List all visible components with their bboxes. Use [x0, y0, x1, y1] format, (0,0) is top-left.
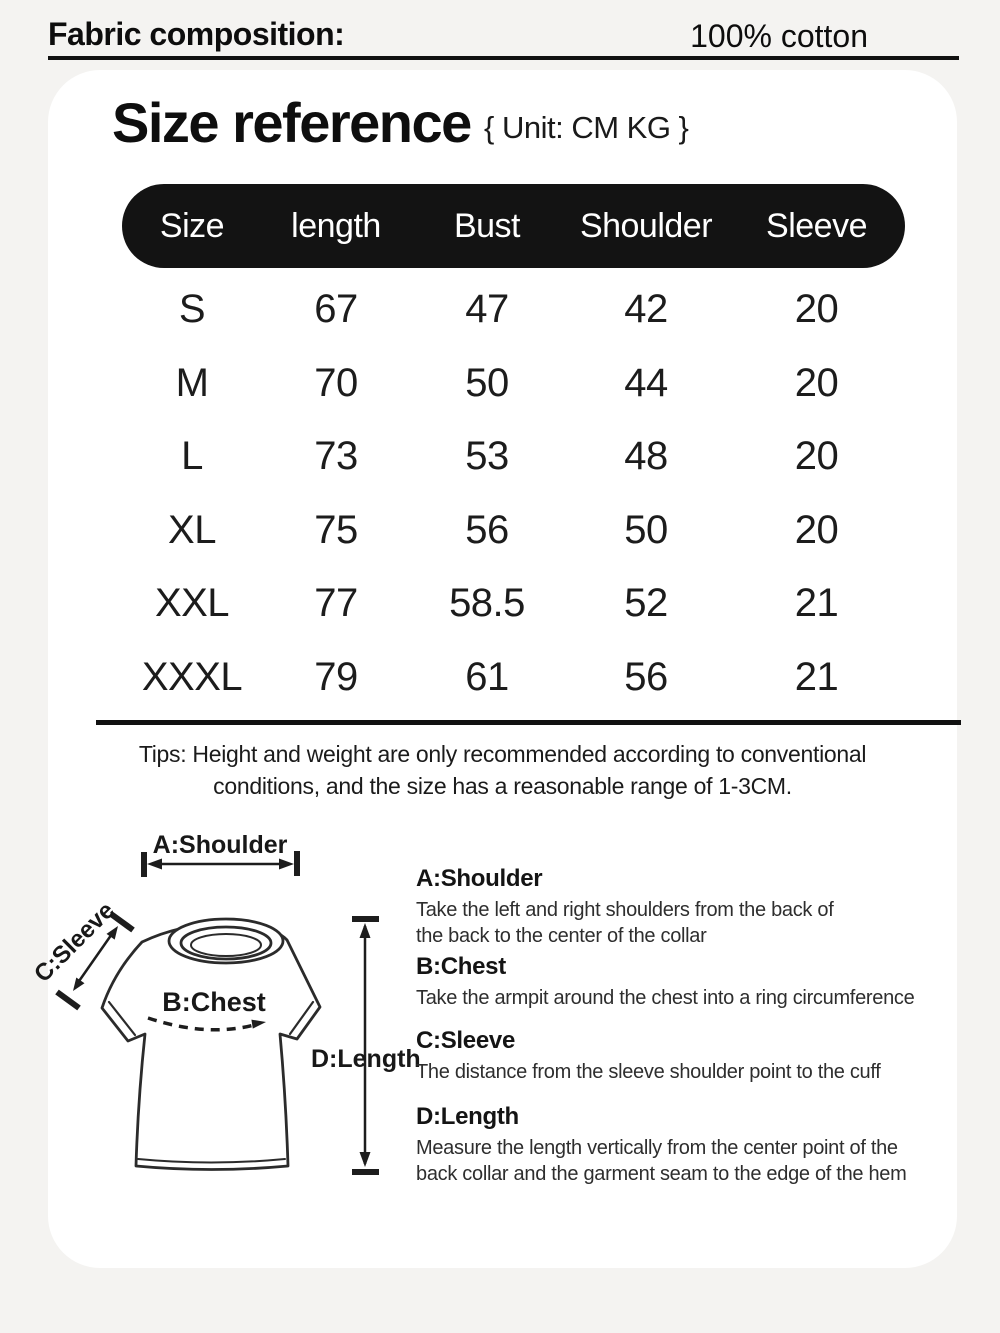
- table-header-cell: length: [291, 206, 381, 245]
- table-cell-sleeve: 21: [794, 654, 839, 699]
- table-row: XL 75 56 50 20: [122, 494, 905, 568]
- tips-text: Tips: Height and weight are only recomme…: [138, 741, 867, 799]
- table-header-cell: Shoulder: [579, 206, 713, 245]
- table-row: XXL 77 58.5 52 21: [122, 567, 905, 641]
- guide-item-description: The distance from the sleeve shoulder po…: [416, 1061, 881, 1083]
- table-row: L 73 53 48 20: [122, 420, 905, 494]
- table-cell-sleeve: 21: [794, 581, 839, 626]
- table-cell-bust: 47: [465, 287, 509, 332]
- size-reference-card: Size reference { Unit: CM KG } Size lengt…: [30, 70, 961, 1268]
- unit-note: { Unit: CM KG }: [484, 110, 689, 145]
- table-cell-size: XL: [168, 507, 216, 552]
- guide-item-title: D:Length: [416, 1103, 519, 1130]
- length-diagram-label: D:Length: [311, 1045, 421, 1073]
- table-cell-length: 77: [314, 581, 358, 626]
- table-cell-length: 73: [314, 434, 358, 479]
- table-cell-shoulder: 42: [624, 287, 668, 332]
- tshirt-graphic: [100, 917, 322, 1171]
- table-row: S 67 47 42 20: [122, 273, 905, 347]
- table-cell-length: 67: [314, 287, 358, 332]
- table-header-cell: Sleeve: [766, 206, 867, 245]
- table-cell-bust: 53: [465, 434, 509, 479]
- table-cell-shoulder: 44: [624, 360, 668, 405]
- guide-item-description: Measure the length vertically from the c…: [416, 1137, 907, 1185]
- table-row: XXXL 79 61 56 21: [122, 641, 905, 715]
- table-header-cell: Bust: [453, 206, 521, 245]
- header-divider: [48, 56, 959, 60]
- guide-item: D:Length Measure the length vertically f…: [416, 1103, 976, 1187]
- table-bottom-divider: [96, 720, 961, 725]
- table-cell-bust: 58.5: [449, 581, 525, 626]
- table-cell-length: 79: [314, 654, 358, 699]
- table-cell-length: 75: [314, 507, 358, 552]
- size-table-header: Size length Bust Shoulder Sleeve: [122, 184, 905, 268]
- fabric-composition-label: Fabric composition:: [48, 16, 345, 52]
- table-cell-size: M: [175, 360, 209, 405]
- table-header-cell: Size: [159, 206, 225, 245]
- table-cell-length: 70: [314, 360, 358, 405]
- table-cell-shoulder: 52: [624, 581, 668, 626]
- guide-item-title: C:Sleeve: [416, 1027, 515, 1054]
- table-cell-size: L: [181, 434, 203, 479]
- tshirt-measure-diagram: A:Shoulder C:Sleeve: [30, 831, 421, 1175]
- chest-arrow: [147, 1016, 266, 1032]
- table-cell-bust: 61: [465, 654, 509, 699]
- shoulder-diagram-label: A:Shoulder: [153, 831, 288, 859]
- table-cell-sleeve: 20: [794, 434, 839, 479]
- table-cell-shoulder: 48: [624, 434, 668, 479]
- guide-item-description: Take the left and right shoulders from t…: [416, 899, 834, 947]
- shoulder-arrow: [141, 851, 300, 877]
- chest-diagram-label: B:Chest: [162, 987, 266, 1017]
- size-table-rows: S 67 47 42 20 M 70 50 44 20 L 73: [122, 273, 905, 714]
- table-row: M 70 50 44 20: [122, 347, 905, 421]
- guide-item: C:Sleeve The distance from the sleeve sh…: [416, 1027, 976, 1085]
- measure-guide: A:Shoulder Take the left and right shoul…: [416, 865, 976, 1205]
- table-cell-sleeve: 20: [794, 507, 839, 552]
- sleeve-arrow: [55, 911, 135, 1011]
- table-cell-shoulder: 50: [624, 507, 668, 552]
- length-arrow: [352, 916, 379, 1175]
- table-cell-size: XXL: [154, 581, 230, 626]
- table-cell-bust: 56: [465, 507, 509, 552]
- table-cell-shoulder: 56: [624, 654, 668, 699]
- table-cell-size: XXXL: [141, 654, 243, 699]
- table-cell-sleeve: 20: [794, 360, 839, 405]
- guide-item: B:Chest Take the armpit around the chest…: [416, 953, 976, 1011]
- table-cell-size: S: [178, 287, 206, 332]
- fabric-composition-value: 100% cotton: [690, 18, 868, 54]
- table-cell-sleeve: 20: [794, 287, 839, 332]
- table-cell-bust: 50: [465, 360, 509, 405]
- guide-item: A:Shoulder Take the left and right shoul…: [416, 865, 976, 949]
- guide-item-description: Take the armpit around the chest into a …: [416, 987, 915, 1009]
- size-reference-title: Size reference: [112, 91, 472, 154]
- guide-item-title: B:Chest: [416, 953, 506, 980]
- guide-item-title: A:Shoulder: [416, 865, 543, 892]
